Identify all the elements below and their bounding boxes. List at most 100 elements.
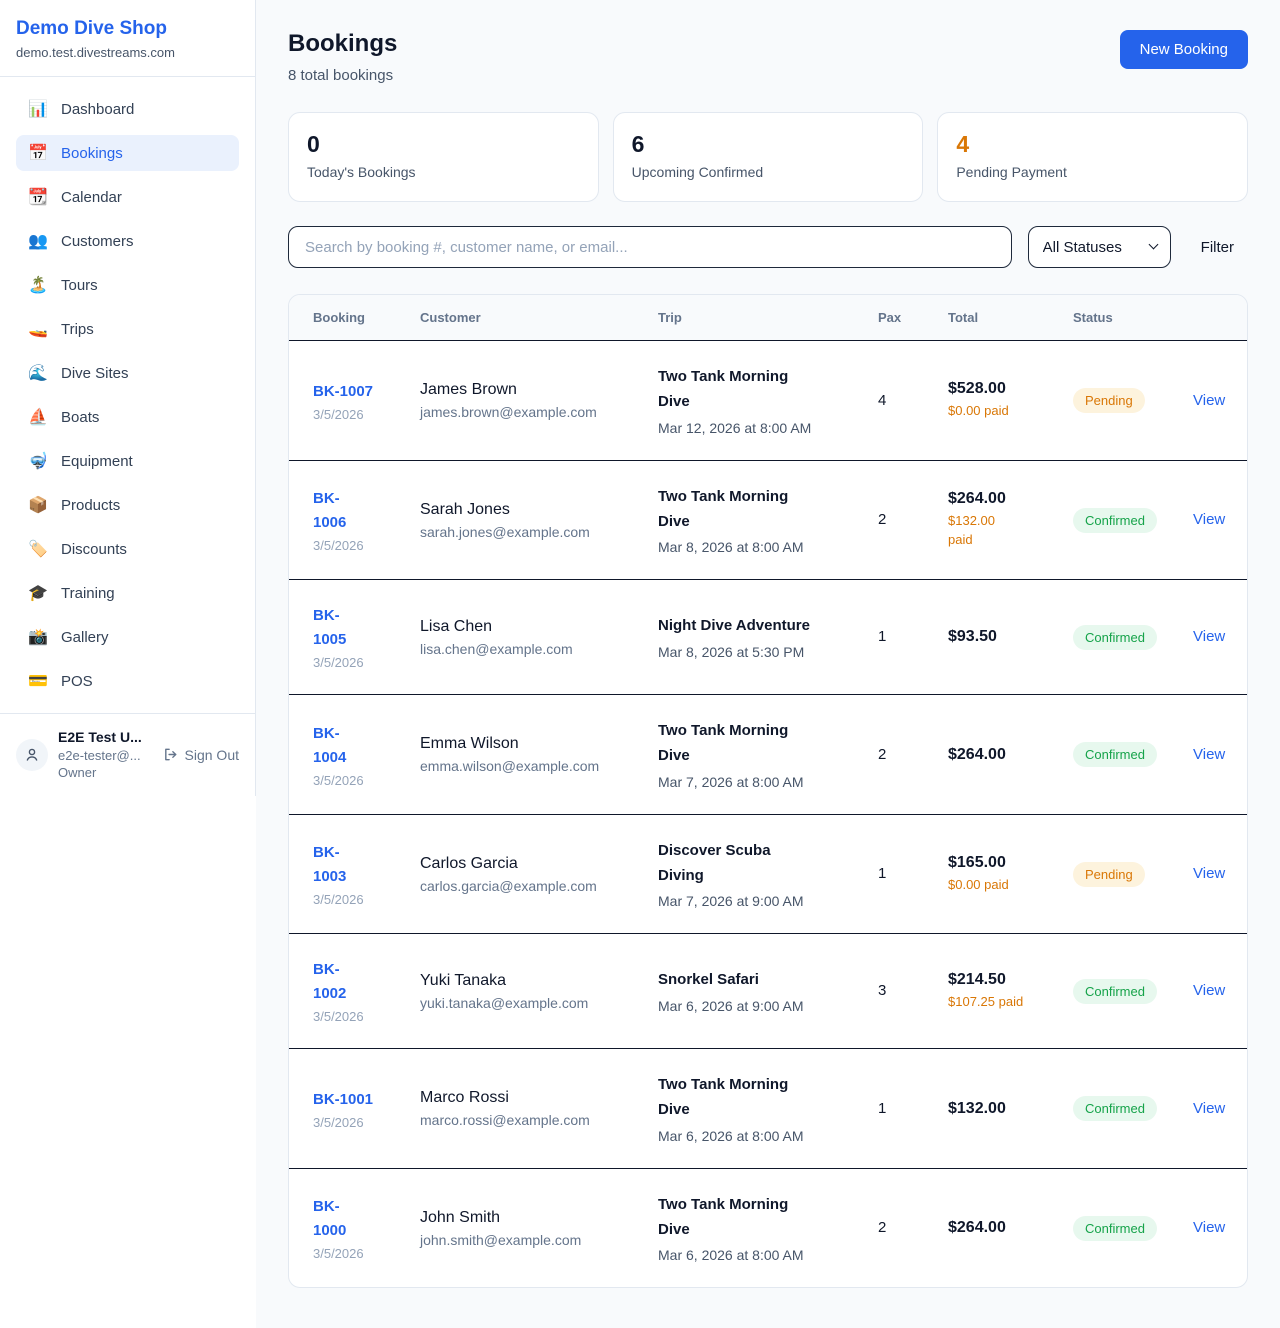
stat-label: Today's Bookings [307,164,416,181]
total-amount: $528.00 [948,380,1006,398]
trip-datetime: Mar 7, 2026 at 8:00 AM [658,773,804,790]
view-link[interactable]: View [1193,865,1226,883]
booking-id-link[interactable]: BK- 1000 [313,1198,347,1240]
pax-count: 1 [878,865,887,883]
table-row: BK- 1004 3/5/2026 Emma Wilson emma.wilso… [289,694,1247,815]
customer-email: carlos.garcia@example.com [420,877,597,894]
total-amount: $214.50 [948,970,1006,988]
trip-name: Two Tank Morning Dive [658,722,789,765]
view-link[interactable]: View [1193,1219,1226,1237]
status-badge: Pending [1073,388,1145,414]
table-header-row: Booking Customer Trip Pax Total Status [289,295,1247,342]
sign-out-button[interactable]: Sign Out [163,747,239,763]
stat-value: 4 [956,131,970,157]
booking-id-link[interactable]: BK- 1004 [313,724,347,766]
booking-id-link[interactable]: BK- 1003 [313,844,347,886]
sidebar-item-label: Customers [61,232,134,250]
logout-icon [164,749,176,761]
status-filter-wrap: All Statuses [1027,226,1171,269]
sidebar-item-customers[interactable]: 👥 Customers [16,223,239,259]
sidebar-item-label: Boats [61,408,100,426]
sidebar-item-dashboard[interactable]: 📊 Dashboard [16,91,239,127]
sidebar-item-label: Products [61,496,121,514]
view-link[interactable]: View [1193,511,1226,529]
table-row: BK- 1003 3/5/2026 Carlos Garcia carlos.g… [289,813,1247,934]
booking-id-link[interactable]: BK-1001 [313,1090,374,1108]
main-content: Bookings 8 total bookings New Booking 0 … [256,0,1280,1328]
status-filter-select[interactable]: All Statuses [1027,226,1171,269]
view-link[interactable]: View [1193,391,1226,409]
sidebar-item-calendar[interactable]: 📆 Calendar [16,179,239,215]
booking-date: 3/5/2026 [313,1246,364,1262]
trip-datetime: Mar 6, 2026 at 8:00 AM [658,1127,804,1144]
stat-value: 0 [307,131,320,157]
trip-datetime: Mar 6, 2026 at 8:00 AM [658,1247,804,1264]
view-link[interactable]: View [1193,745,1226,763]
trip-datetime: Mar 8, 2026 at 8:00 AM [658,539,804,556]
trip-datetime: Mar 12, 2026 at 8:00 AM [658,419,812,436]
booking-id-link[interactable]: BK- 1002 [313,961,347,1003]
page-header: Bookings 8 total bookings New Booking [288,30,1248,84]
column-header-booking: Booking [289,295,404,342]
sidebar-item-dive-sites[interactable]: 🌊 Dive Sites [16,355,239,391]
user-info: E2E Test U... e2e-tester@... Owner [58,728,142,782]
customer-email: john.smith@example.com [420,1231,582,1248]
table-row: BK- 1006 3/5/2026 Sarah Jones sarah.jone… [289,459,1247,580]
sidebar-item-gallery[interactable]: 📸 Gallery [16,619,239,655]
total-amount: $264.00 [948,745,1006,763]
customer-name: James Brown [420,381,517,399]
search-input[interactable] [288,226,1012,269]
trip-datetime: Mar 8, 2026 at 5:30 PM [658,644,805,661]
sidebar-item-tours[interactable]: 🏝️ Tours [16,267,239,303]
sidebar-item-training[interactable]: 🎓 Training [16,575,239,611]
booking-id-link[interactable]: BK- 1005 [313,607,347,649]
sidebar-item-discounts[interactable]: 🏷️ Discounts [16,531,239,567]
sidebar-item-label: Dashboard [61,100,135,118]
column-header-status: Status [1057,295,1177,342]
pax-count: 1 [878,628,887,646]
column-header-trip: Trip [642,295,862,342]
paid-amount: $0.00 paid [948,403,1009,419]
filter-button[interactable]: Filter [1187,231,1248,264]
sidebar-item-equipment[interactable]: 🤿 Equipment [16,443,239,479]
booking-id-link[interactable]: BK- 1006 [313,490,347,532]
sidebar-item-products[interactable]: 📦 Products [16,487,239,523]
customer-email: lisa.chen@example.com [420,640,573,657]
calendar-date-icon: 📅 [28,145,48,162]
diving-mask-icon: 🤿 [28,453,48,470]
table-row: BK-1007 3/5/2026 James Brown james.brown… [289,341,1247,461]
booking-date: 3/5/2026 [313,892,364,908]
view-link[interactable]: View [1193,982,1226,1000]
sidebar-item-label: Gallery [61,628,109,646]
sidebar-item-label: Training [61,584,115,602]
stat-value: 6 [631,131,645,157]
view-link[interactable]: View [1193,1099,1226,1117]
total-amount: $264.00 [948,490,1006,508]
customer-name: Marco Rossi [420,1089,509,1107]
calendar-icon: 📆 [28,189,48,206]
booking-date: 3/5/2026 [313,1114,364,1130]
sidebar-item-bookings[interactable]: 📅 Bookings [16,135,239,171]
user-email: e2e-tester@... [58,747,141,763]
trip-name: Discover Scuba Diving [658,841,771,884]
pax-count: 3 [878,982,887,1000]
stat-card-pending-payment: 4 Pending Payment [937,112,1248,203]
user-name: E2E Test U... [58,729,142,745]
new-booking-button[interactable]: New Booking [1119,30,1248,69]
sidebar-item-label: Tours [61,276,98,294]
total-amount: $93.50 [948,628,997,646]
bar-chart-icon: 📊 [28,101,48,118]
sidebar-item-pos[interactable]: 💳 POS [16,663,239,699]
graduation-cap-icon: 🎓 [28,585,48,602]
sidebar-item-label: POS [61,672,93,690]
total-amount: $165.00 [948,853,1006,871]
filter-row: All Statuses Filter [288,226,1248,269]
booking-id-link[interactable]: BK-1007 [313,382,374,400]
view-link[interactable]: View [1193,628,1226,646]
status-badge: Confirmed [1073,624,1157,650]
status-badge: Pending [1073,861,1145,887]
paid-amount: $0.00 paid [948,876,1009,892]
sidebar-item-trips[interactable]: 🚤 Trips [16,311,239,347]
sidebar-item-boats[interactable]: ⛵ Boats [16,399,239,435]
